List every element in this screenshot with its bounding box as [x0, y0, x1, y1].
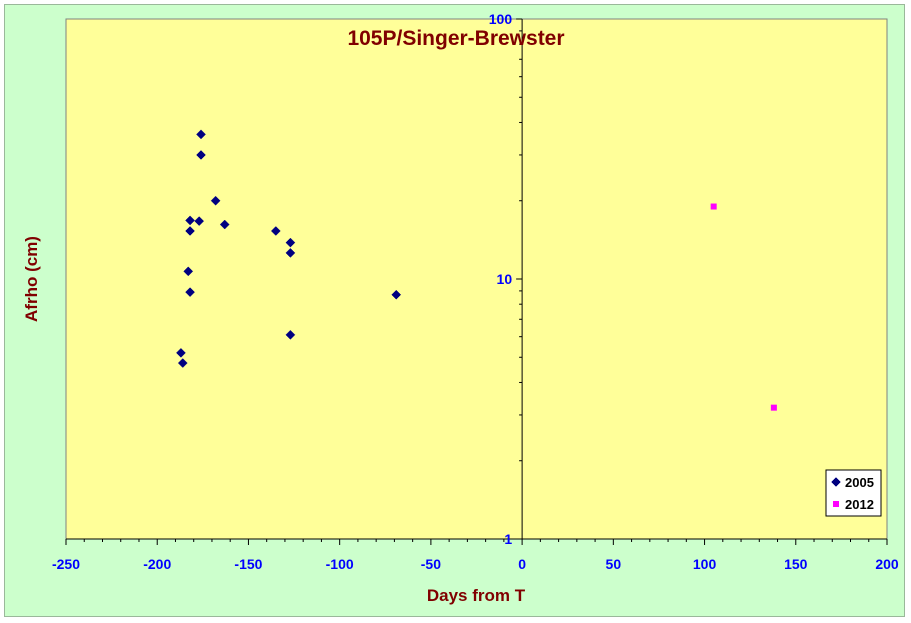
y-tick-label: 10 [497, 271, 513, 287]
data-point-2005 [194, 216, 205, 226]
data-point-2005 [183, 266, 194, 277]
legend-marker-2005 [831, 477, 841, 487]
plot-area [65, 18, 888, 540]
data-point-2005 [185, 215, 195, 226]
y-tick-label: 1 [504, 531, 512, 547]
y-axis: 1 10 100 [489, 11, 523, 547]
x-tick-label: -100 [326, 556, 354, 572]
data-point-2005 [196, 129, 206, 140]
x-tick-label: 150 [784, 556, 808, 572]
legend-box [825, 469, 882, 517]
data-point-2005 [177, 358, 188, 368]
data-point-2005 [285, 248, 296, 258]
legend-label-2012: 2012 [845, 497, 874, 512]
x-tick-label: -200 [143, 556, 171, 572]
data-point-2005 [210, 195, 221, 206]
x-tick-label: 50 [606, 556, 622, 572]
data-point-2005 [270, 226, 281, 236]
y-axis-title: Afrho (cm) [22, 236, 41, 322]
legend: 2005 2012 [825, 469, 882, 517]
x-axis: -250 -200 -150 -100 -50 0 50 100 150 200 [52, 538, 899, 572]
data-point-2005 [185, 287, 195, 298]
data-point-2005 [391, 289, 402, 300]
x-tick-label: -50 [421, 556, 441, 572]
x-tick-label: -150 [234, 556, 262, 572]
legend-marker-2012 [833, 501, 839, 507]
x-axis-title: Days from T [427, 586, 526, 605]
data-point-2005 [285, 237, 296, 248]
data-point-2005 [185, 226, 195, 236]
x-tick-label: 200 [875, 556, 899, 572]
data-markers [176, 129, 777, 411]
chart-title: 105P/Singer-Brewster [347, 27, 564, 50]
data-point-2005 [196, 150, 206, 160]
legend-label-2005: 2005 [845, 475, 874, 490]
x-tick-label: 100 [693, 556, 717, 572]
data-point-2005 [219, 219, 230, 230]
x-tick-label: 0 [518, 556, 526, 572]
data-point-2005 [176, 347, 186, 358]
y-tick-label: 100 [489, 11, 513, 27]
data-point-2005 [285, 329, 296, 340]
data-point-2012 [770, 404, 777, 411]
data-point-2012 [710, 203, 717, 210]
x-tick-label: -250 [52, 556, 80, 572]
